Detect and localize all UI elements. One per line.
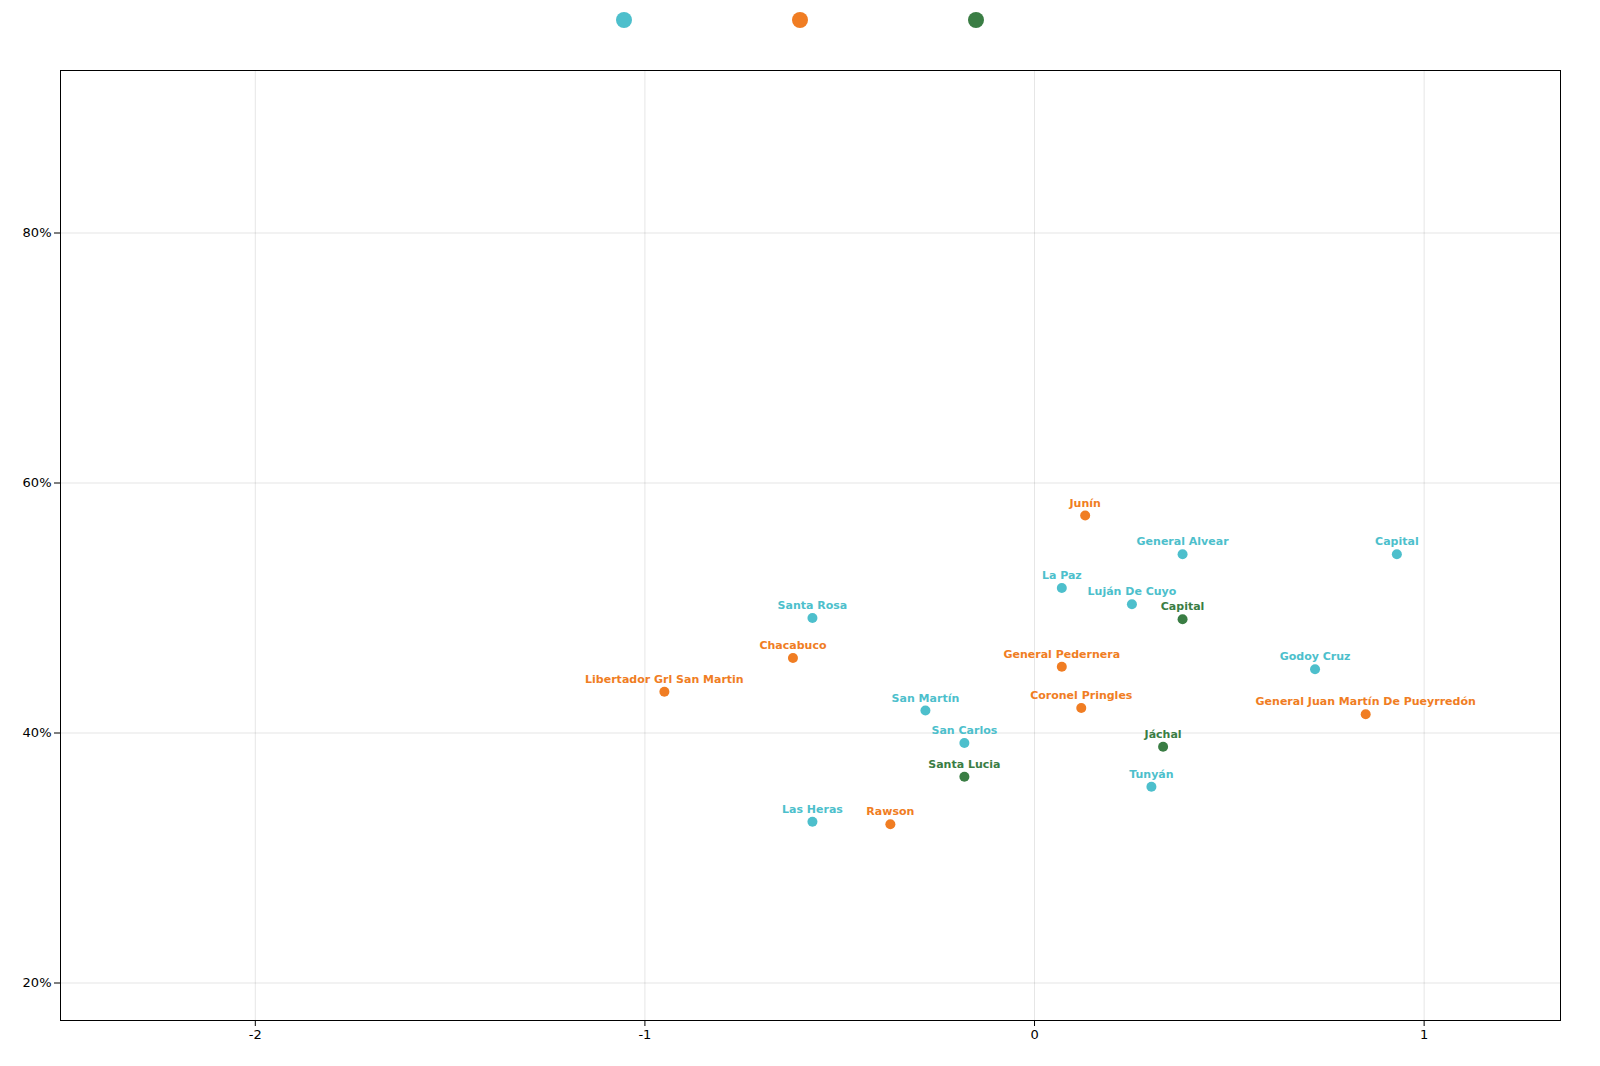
svg-text:Coronel Pringles: Coronel Pringles — [1030, 689, 1133, 702]
svg-text:Chacabuco: Chacabuco — [759, 639, 826, 652]
svg-text:60%: 60% — [23, 475, 52, 490]
svg-text:La Paz: La Paz — [1042, 569, 1082, 582]
svg-text:0: 0 — [1030, 1027, 1038, 1042]
svg-text:General Pedernera: General Pedernera — [1003, 648, 1120, 661]
svg-text:San Martín: San Martín — [892, 692, 960, 705]
svg-text:-2: -2 — [249, 1027, 262, 1042]
svg-text:-1: -1 — [638, 1027, 651, 1042]
svg-text:Luján De Cuyo: Luján De Cuyo — [1088, 585, 1177, 598]
svg-text:Las Heras: Las Heras — [782, 803, 843, 816]
svg-text:San Carlos: San Carlos — [931, 724, 997, 737]
svg-text:General Alvear: General Alvear — [1137, 535, 1230, 548]
svg-text:40%: 40% — [23, 725, 52, 740]
svg-text:Capital: Capital — [1161, 600, 1205, 613]
svg-text:Godoy Cruz: Godoy Cruz — [1280, 650, 1351, 663]
svg-text:Libertador Grl San Martin: Libertador Grl San Martin — [585, 673, 744, 686]
svg-text:1: 1 — [1420, 1027, 1428, 1042]
svg-text:20%: 20% — [23, 975, 52, 990]
svg-text:Rawson: Rawson — [866, 805, 914, 818]
svg-text:Jáchal: Jáchal — [1144, 728, 1182, 741]
svg-text:General Juan Martín De Pueyrre: General Juan Martín De Pueyrredón — [1256, 695, 1476, 708]
svg-text:Santa Rosa: Santa Rosa — [778, 599, 848, 612]
svg-text:Tunyán: Tunyán — [1129, 768, 1173, 781]
svg-text:Santa Lucia: Santa Lucia — [928, 758, 1000, 771]
svg-text:Junín: Junín — [1068, 497, 1100, 510]
svg-text:Capital: Capital — [1375, 535, 1419, 548]
svg-text:80%: 80% — [23, 225, 52, 240]
